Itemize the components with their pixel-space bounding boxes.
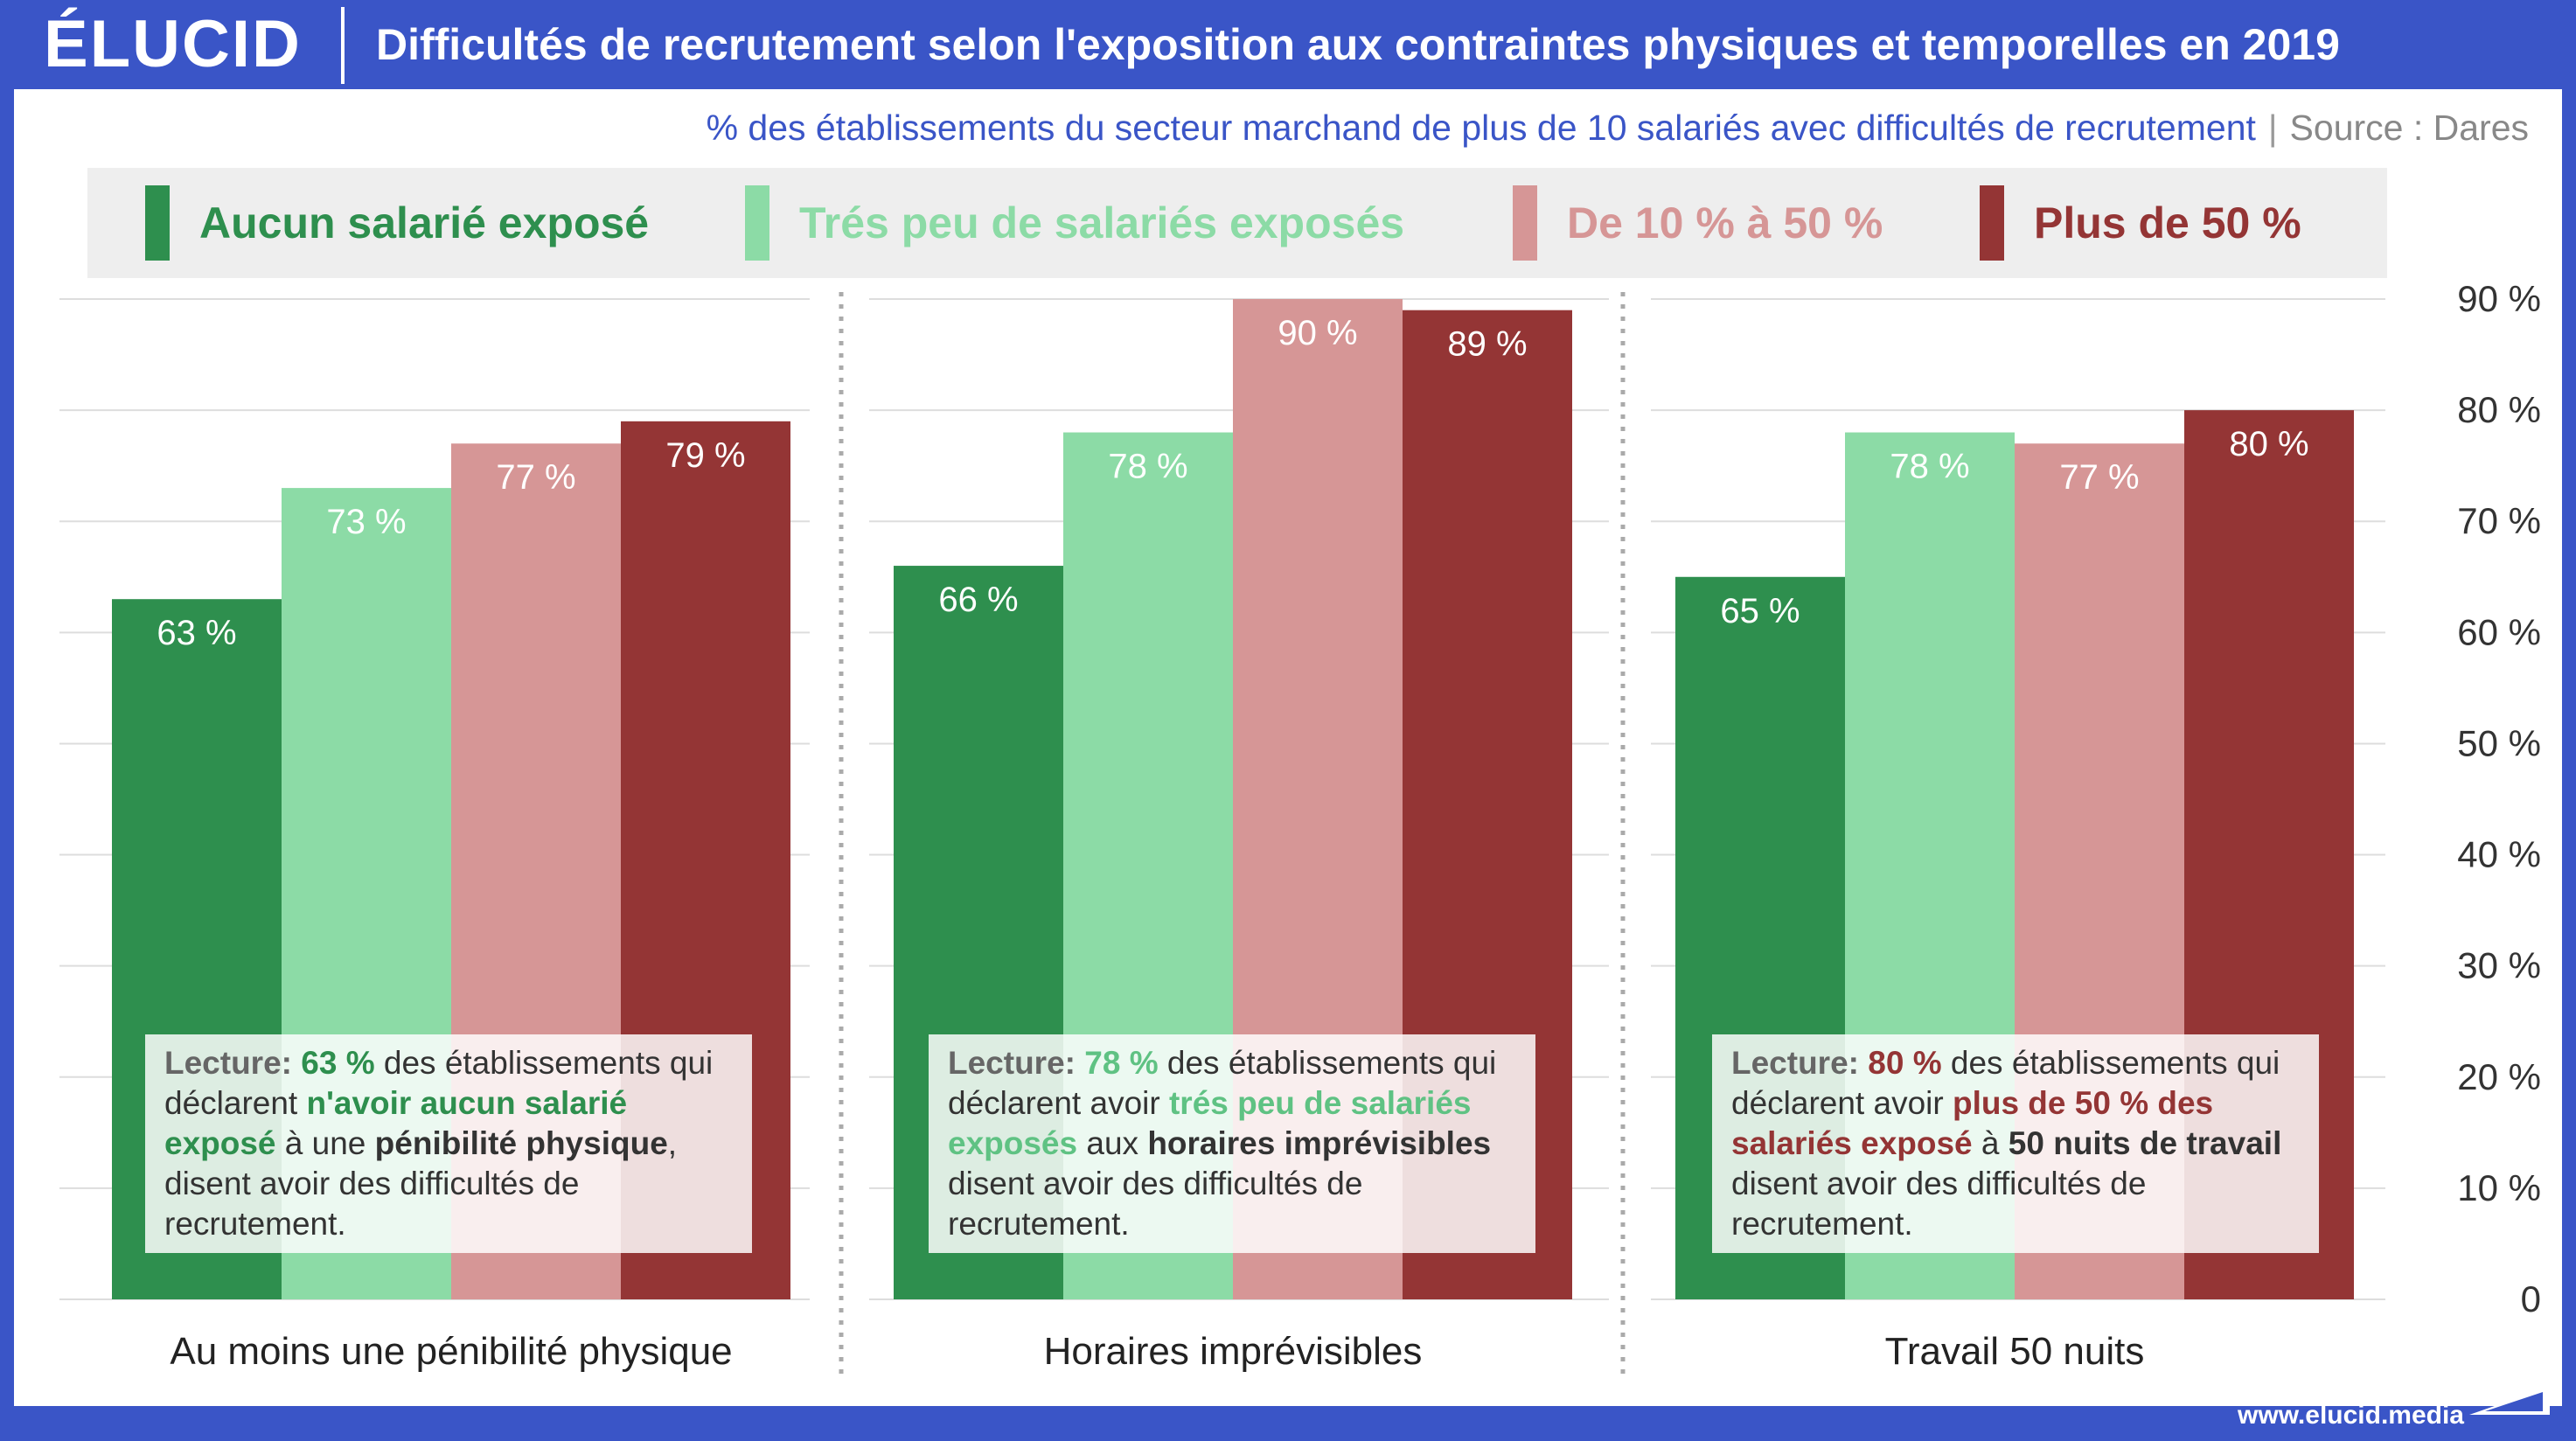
lecture-text: disent avoir des difficultés de recrutem…	[948, 1166, 1363, 1242]
bar-value-label: 77 %	[496, 458, 575, 497]
legend-swatch-aucun	[145, 185, 170, 261]
bar-value-label: 73 %	[326, 503, 406, 541]
header-bar: ÉLUCID Difficultés de recrutement selon …	[0, 0, 2576, 89]
x-category-label: Horaires imprévisibles	[1044, 1330, 1423, 1373]
lecture-bold: pénibilité physique	[374, 1125, 668, 1161]
arrow-mark-icon	[2469, 1387, 2550, 1415]
chart-subtitle: % des établissements du secteur marchand…	[707, 101, 2529, 154]
bar-value-label: 79 %	[665, 436, 745, 475]
lecture-label: Lecture:	[164, 1045, 292, 1081]
legend-swatch-plus-50	[1980, 185, 2004, 261]
y-tick-label: 0	[2521, 1278, 2541, 1319]
lecture-text: disent avoir des difficultés de recrutem…	[1731, 1166, 2147, 1242]
bar-value-label: 78 %	[1108, 448, 1187, 486]
chart-panel: % des établissements du secteur marchand…	[14, 89, 2562, 1406]
lecture-highlight: n'avoir aucun salarié exposé	[164, 1085, 628, 1161]
bar-value-label: 66 %	[938, 581, 1018, 619]
y-tick-label: 70 %	[2457, 500, 2541, 541]
lecture-note-horaires: Lecture: 78 % des établissements qui déc…	[929, 1034, 1535, 1253]
footer-url[interactable]: www.elucid.media	[2238, 1401, 2464, 1430]
y-tick-label: 90 %	[2457, 278, 2541, 319]
y-tick-label: 80 %	[2457, 389, 2541, 430]
bar-value-label: 78 %	[1890, 448, 1969, 486]
lecture-bold: horaires imprévisibles	[1147, 1125, 1492, 1161]
bar-value-label: 80 %	[2229, 425, 2308, 463]
source-label: Source : Dares	[2289, 108, 2529, 148]
lecture-note-nuits: Lecture: 80 % des établissements qui déc…	[1712, 1034, 2319, 1253]
lecture-bold: 50 nuits de travail	[2008, 1125, 2282, 1161]
lecture-text: , disent avoir des difficultés de recrut…	[164, 1125, 678, 1242]
y-tick-label: 60 %	[2457, 611, 2541, 652]
subtitle-text: % des établissements du secteur marchand…	[706, 108, 2256, 148]
chart-title: Difficultés de recrutement selon l'expos…	[376, 20, 2340, 69]
lecture-highlight: trés peu de salariés exposés	[948, 1085, 1472, 1161]
legend-label-tres-peu: Trés peu de salariés exposés	[799, 198, 1405, 247]
lecture-label: Lecture:	[948, 1045, 1076, 1081]
lecture-label: Lecture:	[1731, 1045, 1859, 1081]
subtitle-separator: |	[2267, 108, 2278, 148]
y-tick-label: 50 %	[2457, 722, 2541, 763]
lecture-value: 78 %	[1084, 1045, 1159, 1081]
bar-value-label: 90 %	[1278, 314, 1357, 352]
lecture-text: à	[1981, 1125, 2000, 1161]
legend-label-aucun: Aucun salarié exposé	[199, 198, 650, 247]
legend-label-plus-50: Plus de 50 %	[2034, 198, 2301, 247]
x-category-label: Au moins une pénibilité physique	[170, 1330, 732, 1373]
legend-swatch-de-10-50	[1513, 185, 1537, 261]
y-tick-label: 20 %	[2457, 1056, 2541, 1097]
bar-value-label: 65 %	[1720, 592, 1800, 630]
x-category-label: Travail 50 nuits	[1885, 1330, 2145, 1373]
legend-swatch-tres-peu	[745, 185, 769, 261]
elucid-logo: ÉLUCID	[44, 7, 302, 81]
lecture-note-physique: Lecture: 63 % des établissements qui déc…	[145, 1034, 752, 1253]
y-tick-label: 40 %	[2457, 834, 2541, 875]
y-tick-label: 10 %	[2457, 1167, 2541, 1208]
lecture-text: aux	[1086, 1125, 1139, 1161]
bar-value-label: 63 %	[157, 614, 236, 652]
lecture-highlight: plus de 50 % des salariés exposé	[1731, 1085, 2214, 1161]
bar-value-label: 89 %	[1447, 325, 1527, 364]
y-tick-label: 30 %	[2457, 945, 2541, 986]
footer-bar	[0, 1406, 2576, 1441]
lecture-text: des établissements qui déclarent	[164, 1045, 714, 1121]
lecture-value: 80 %	[1868, 1045, 1942, 1081]
chart-legend: Aucun salarié exposé Trés peu de salarié…	[87, 168, 2387, 278]
lecture-value: 63 %	[301, 1045, 375, 1081]
bar-value-label: 77 %	[2059, 458, 2139, 497]
header-divider	[341, 7, 345, 84]
lecture-text: à une	[284, 1125, 366, 1161]
lecture-text: des établissements qui déclarent avoir	[1731, 1045, 2280, 1121]
lecture-text: des établissements qui déclarent avoir	[948, 1045, 1497, 1121]
legend-label-de-10-50: De 10 % à 50 %	[1567, 198, 1883, 247]
